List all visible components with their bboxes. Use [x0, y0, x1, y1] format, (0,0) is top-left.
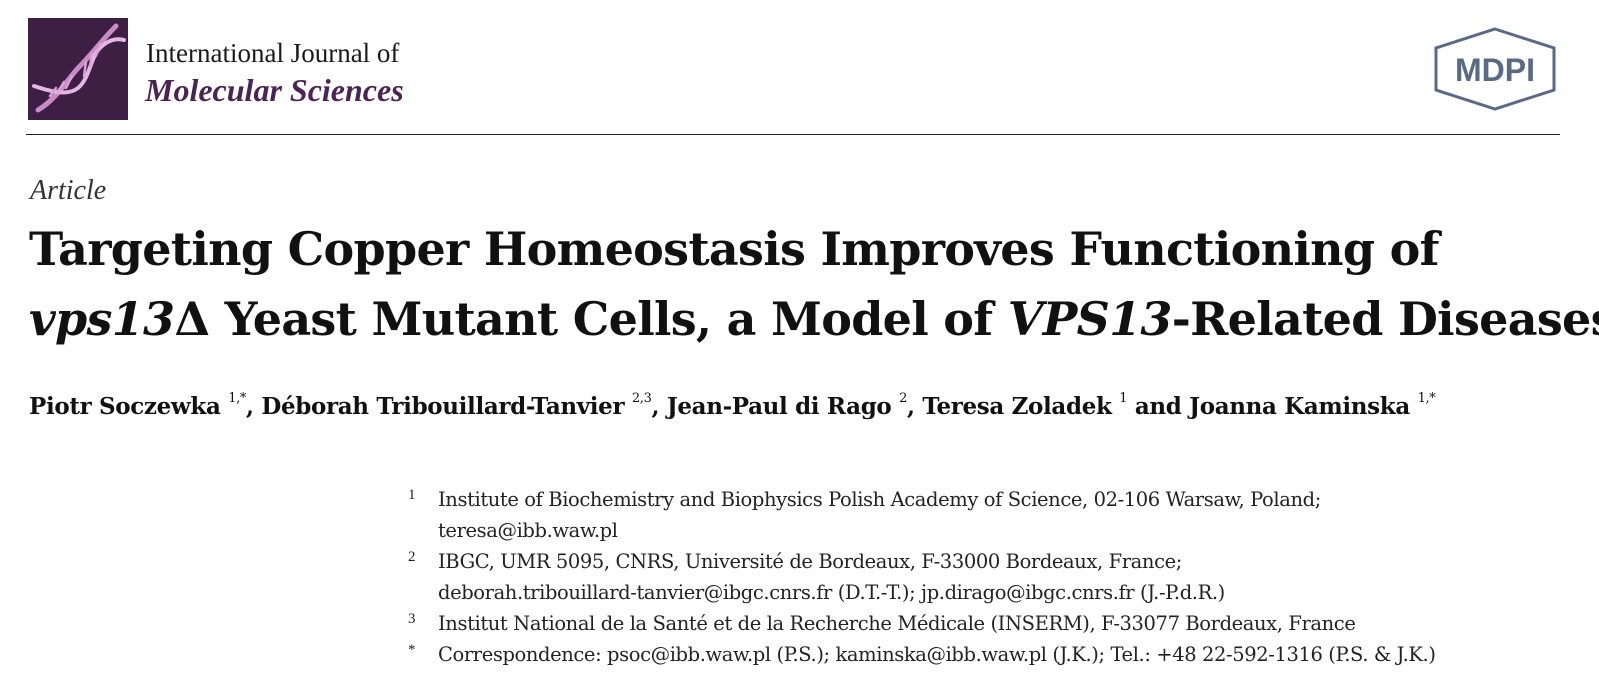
correspondence-item: * Correspondence: psoc@ibb.waw.pl (P.S.)…	[402, 639, 1582, 670]
author-name: Déborah Tribouillard-Tanvier	[261, 393, 625, 420]
affiliation-email[interactable]: teresa@ibb.waw.pl	[438, 519, 618, 542]
affiliation-text: Institute of Biochemistry and Biophysics…	[438, 484, 1321, 546]
affiliation-number: 2	[408, 549, 416, 565]
affiliation-text: IBGC, UMR 5095, CNRS, Université de Bord…	[438, 546, 1225, 608]
journal-name-line1: International Journal of	[146, 38, 400, 68]
affiliation-number: 3	[408, 611, 416, 627]
author-list: Piotr Soczewka 1,*, Déborah Tribouillard…	[29, 391, 1436, 420]
title-text-middle: Δ Yeast Mutant Cells, a Model of	[174, 292, 1008, 346]
author-name: Joanna Kaminska	[1189, 393, 1410, 420]
publisher-name: MDPI	[1455, 52, 1535, 88]
affiliation-item: 2 IBGC, UMR 5095, CNRS, Université de Bo…	[402, 546, 1582, 608]
author-affiliation-marker: 1,*	[1417, 391, 1436, 406]
author-affiliation-marker: 2,3	[631, 391, 652, 406]
title-text-end: -Related Diseases	[1171, 292, 1599, 346]
author-separator: ,	[246, 393, 262, 420]
author-separator: ,	[651, 393, 667, 420]
author-name: Piotr Soczewka	[29, 393, 221, 420]
author-name: Teresa Zoladek	[922, 393, 1112, 420]
article-title-line2: vps13Δ Yeast Mutant Cells, a Model of VP…	[29, 292, 1599, 346]
correspondence-line[interactable]: Correspondence: psoc@ibb.waw.pl (P.S.); …	[438, 643, 1436, 666]
affiliation-line: IBGC, UMR 5095, CNRS, Université de Bord…	[438, 550, 1182, 573]
journal-name-line2: Molecular Sciences	[145, 72, 404, 108]
author-affiliation-marker: 1	[1119, 391, 1128, 406]
author-name: Jean-Paul di Rago	[666, 393, 892, 420]
publisher-logo: MDPI	[1430, 26, 1560, 112]
author-affiliation-marker: 2	[899, 391, 908, 406]
header-divider	[26, 134, 1560, 135]
dna-helix-icon	[32, 23, 126, 113]
correspondence-text: Correspondence: psoc@ibb.waw.pl (P.S.); …	[438, 639, 1436, 670]
journal-logo	[28, 18, 128, 120]
author-affiliation-marker: 1,*	[228, 391, 247, 406]
affiliation-list: 1 Institute of Biochemistry and Biophysi…	[402, 484, 1582, 670]
affiliation-item: 1 Institute of Biochemistry and Biophysi…	[402, 484, 1582, 546]
affiliation-email[interactable]: deborah.tribouillard-tanvier@ibgc.cnrs.f…	[438, 581, 1225, 604]
author-separator: ,	[907, 393, 923, 420]
correspondence-marker: *	[408, 642, 416, 658]
title-gene-name-upper: VPS13	[1007, 292, 1173, 346]
author-separator: and	[1127, 393, 1190, 420]
affiliation-item: 3 Institut National de la Santé et de la…	[402, 608, 1582, 639]
title-gene-name: vps13	[29, 292, 175, 346]
affiliation-text: Institut National de la Santé et de la R…	[438, 608, 1356, 639]
affiliation-line: Institut National de la Santé et de la R…	[438, 612, 1356, 635]
article-type: Article	[30, 175, 107, 206]
article-title-line1: Targeting Copper Homeostasis Improves Fu…	[29, 222, 1439, 276]
affiliation-line: Institute of Biochemistry and Biophysics…	[438, 488, 1321, 511]
affiliation-number: 1	[408, 487, 416, 503]
